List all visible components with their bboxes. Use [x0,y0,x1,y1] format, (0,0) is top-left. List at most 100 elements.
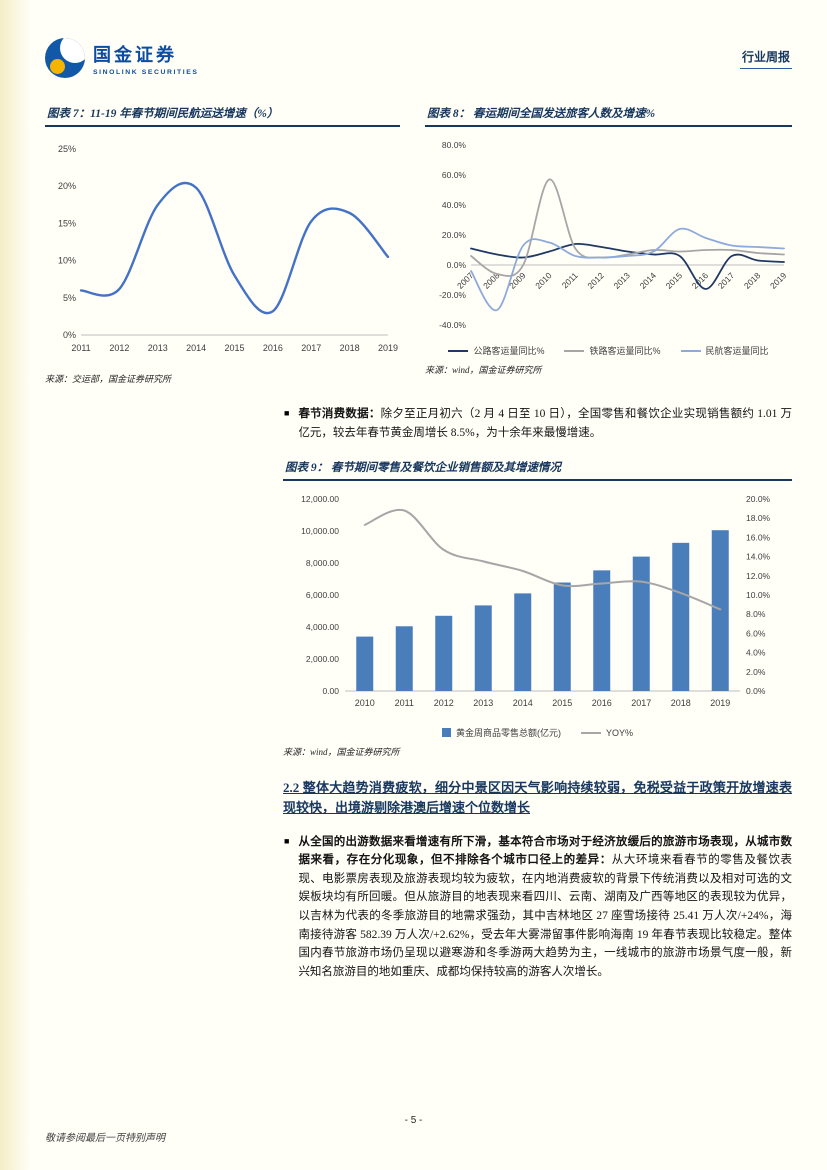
svg-text:-40.0%: -40.0% [439,320,466,330]
svg-text:12,000.00: 12,000.00 [301,494,339,504]
svg-text:2016: 2016 [592,698,612,708]
svg-text:40.0%: 40.0% [442,200,467,210]
bullet-travel-text: 从全国的出游数据来看增速有所下滑，基本符合市场对于经济放缓后的旅游市场表现，从城… [298,833,792,982]
svg-text:2017: 2017 [301,343,321,353]
retail-total-bar-swatch [441,728,451,738]
legend-item-road: 公路客运量同比% [448,344,544,357]
svg-text:2018: 2018 [671,698,691,708]
bullet-consumption-data: ■ 春节消费数据：除夕至正月初六（2 月 4 日至 10 日），全国零售和餐饮企… [283,405,792,442]
svg-text:2008: 2008 [481,270,502,291]
svg-text:80.0%: 80.0% [442,140,467,150]
sinolink-logo: 国金证券 SINOLINK SECURITIES [45,38,199,78]
svg-text:20.0%: 20.0% [746,494,771,504]
svg-text:0%: 0% [63,330,76,340]
svg-text:0.0%: 0.0% [746,686,766,696]
section-2-2-heading: 2.2 整体大趋势消费疲软，细分中景区因天气影响持续较弱，免税受益于政策开放增速… [283,780,792,816]
svg-text:10,000.00: 10,000.00 [301,526,339,536]
yoy-label: YOY% [605,727,633,738]
svg-text:18.0%: 18.0% [746,513,771,523]
svg-text:2014: 2014 [186,343,206,353]
figure8-block: 图表 8： 春运期间全国发送旅客人数及增速% -40.0% -20.0% 0.0% 2… [425,104,792,385]
svg-text:14.0%: 14.0% [746,552,771,562]
svg-text:5%: 5% [63,293,76,303]
air-series-label: 民航客运量同比 [705,346,769,356]
figure9-legend: 黄金周商品零售总额(亿元) YOY% [283,726,792,739]
road-series-label: 公路客运量同比% [473,346,545,356]
figure7-block: 图表 7：11-19 年春节期间民航运送增速（%） 0% 5% 10% 15% 20% 2… [45,104,400,385]
air-series-line-swatch [680,349,701,352]
sinolink-logo-icon [45,38,85,78]
svg-text:2019: 2019 [710,698,730,708]
svg-text:2016: 2016 [263,343,283,353]
svg-text:20%: 20% [58,181,76,191]
figure9-body: 0.00 2,000.00 4,000.00 6,000.00 8,000.00 10,0… [283,489,792,720]
brand-text: 国金证券 SINOLINK SECURITIES [93,41,199,76]
svg-text:2012: 2012 [109,343,129,353]
bullet-consumption-lead: 春节消费数据： [298,408,381,420]
svg-text:2012: 2012 [585,270,606,291]
svg-text:2015: 2015 [224,343,244,353]
svg-text:6.0%: 6.0% [746,629,766,639]
figure8-title: 图表 8： 春运期间全国发送旅客人数及增速% [425,104,792,127]
svg-text:6,000.00: 6,000.00 [306,590,339,600]
footer-disclaimer: 敬请参阅最后一页特别声明 [45,1133,165,1144]
top-charts-row: 图表 7：11-19 年春节期间民航运送增速（%） 0% 5% 10% 15% 20% 2… [45,104,792,385]
svg-text:2011: 2011 [560,270,580,290]
brand-name-en: SINOLINK SECURITIES [93,68,199,76]
rail-series-label: 铁路客运量同比% [589,346,661,356]
figure8-source: 来源：wind，国金证券研究所 [425,365,542,375]
svg-text:10.0%: 10.0% [746,590,771,600]
figure7-title: 图表 7：11-19 年春节期间民航运送增速（%） [45,104,400,127]
svg-text:4.0%: 4.0% [746,648,766,658]
svg-text:2010: 2010 [533,270,554,291]
svg-text:25%: 25% [58,144,76,154]
svg-text:2017: 2017 [631,698,651,708]
road-series-line-swatch [448,349,469,352]
bullet-square-icon: ■ [284,835,290,846]
figure8-line-chart: -40.0%-20.0%0.0%20.0%40.0%60.0%80.0%2007… [439,140,789,330]
bullet-consumption-body: 除夕至正月初六（2 月 4 日至 10 日），全国零售和餐饮企业实现销售额约 1… [298,408,792,439]
svg-text:2018: 2018 [340,343,360,353]
svg-text:2019: 2019 [768,270,789,291]
svg-text:2.0%: 2.0% [746,667,766,677]
brand-name-cn: 国金证券 [93,44,177,65]
figure7-source: 来源：交运部，国金证券研究所 [45,374,172,384]
legend-item-retail-total: 黄金周商品零售总额(亿元) [441,726,561,739]
svg-text:16.0%: 16.0% [746,533,771,543]
svg-text:2010: 2010 [355,698,375,708]
figure8-legend: 公路客运量同比% 铁路客运量同比% 民航客运量同比 [425,344,792,357]
figure9-combo-chart: 0.00 2,000.00 4,000.00 6,000.00 8,000.00 10,0… [301,494,771,708]
svg-text:8.0%: 8.0% [746,609,766,619]
figure8-body: -40.0% -20.0% 0.0% 20.0% 40.0% 60.0% 80.0% 2007… [425,135,792,338]
page-number: - 5 - [404,1115,423,1126]
svg-text:15%: 15% [58,218,76,228]
page-header: 国金证券 SINOLINK SECURITIES 行业周报 [45,32,792,84]
svg-text:2011: 2011 [71,343,90,353]
bullet-consumption-text: 春节消费数据：除夕至正月初六（2 月 4 日至 10 日），全国零售和餐饮企业实… [298,405,792,442]
svg-text:0.00: 0.00 [322,686,339,696]
figure7-line-chart: 0% 5% 10% 15% 20% 25% 2011 2012 2013 2014 2015 2016… [58,144,398,353]
svg-text:12.0%: 12.0% [746,571,771,581]
bullet-travel-analysis: ■ 从全国的出游数据来看增速有所下滑，基本符合市场对于经济放缓后的旅游市场表现，… [283,833,792,982]
retail-total-label: 黄金周商品零售总额(亿元) [455,728,561,739]
legend-item-air: 民航客运量同比 [680,344,769,357]
svg-text:2012: 2012 [434,698,454,708]
svg-text:2013: 2013 [473,698,493,708]
svg-text:2014: 2014 [513,698,533,708]
figure9-title: 图表 9： 春节期间零售及餐饮企业销售额及其增速情况 [283,458,792,482]
bullet-travel-lead: 从全国的出游数据来看增速有所下滑，基本符合市场对于经济放缓后的旅游市场表现，从城… [298,835,792,867]
svg-text:8,000.00: 8,000.00 [306,558,339,568]
bullet-square-icon: ■ [284,408,290,418]
figure9-block: 图表 9： 春节期间零售及餐饮企业销售额及其增速情况 0.00 2,000.00 4… [283,458,792,758]
svg-text:2015: 2015 [664,270,685,291]
report-type-label: 行业周报 [739,48,792,69]
svg-text:4,000.00: 4,000.00 [306,622,339,632]
svg-text:20.0%: 20.0% [442,230,467,240]
main-text-column: ■ 春节消费数据：除夕至正月初六（2 月 4 日至 10 日），全国零售和餐饮企… [283,405,792,982]
svg-text:2013: 2013 [611,270,632,291]
svg-text:2019: 2019 [378,343,398,353]
svg-text:60.0%: 60.0% [442,170,467,180]
legend-item-yoy: YOY% [580,727,633,738]
svg-text:2011: 2011 [395,698,414,708]
